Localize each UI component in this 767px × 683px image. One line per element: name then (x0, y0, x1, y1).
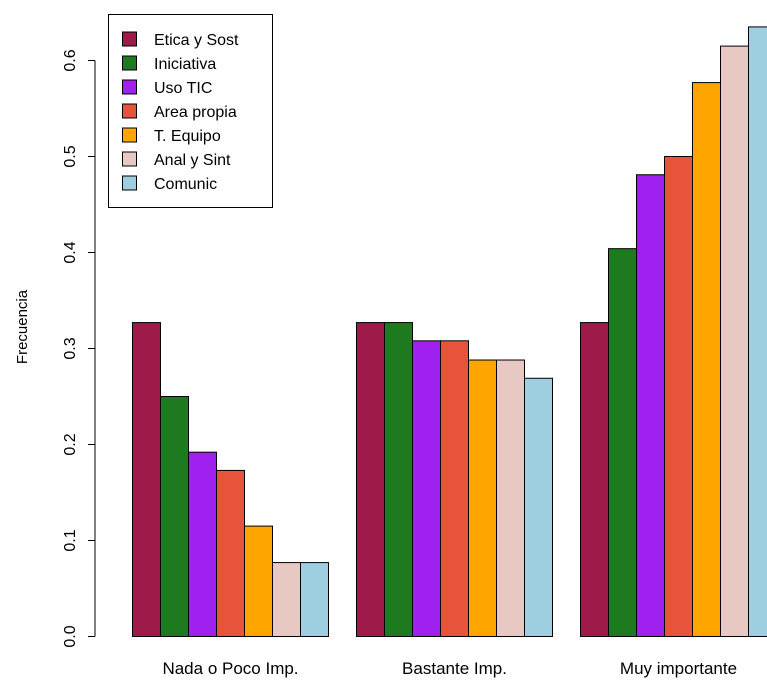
bar (692, 82, 721, 637)
bar (188, 451, 217, 637)
y-tick-label: 0.2 (62, 433, 79, 455)
y-axis-title: Frecuencia (14, 289, 31, 364)
bar (636, 174, 665, 638)
legend-swatch (122, 127, 137, 143)
y-tick-label: 0.4 (62, 241, 79, 263)
bar (608, 248, 637, 637)
x-category-label: Nada o Poco Imp. (162, 659, 298, 678)
bar (524, 377, 553, 637)
legend-label: Etica y Sost (154, 32, 239, 49)
bar (272, 562, 301, 638)
y-tick-label: 0.0 (62, 625, 79, 647)
bar (300, 562, 329, 638)
bar (244, 525, 273, 637)
bar (356, 322, 385, 637)
legend-swatch (122, 55, 137, 71)
bar (468, 359, 497, 637)
bar (216, 469, 245, 638)
y-tick-label: 0.6 (62, 49, 79, 71)
legend-swatch (122, 31, 137, 47)
bars (132, 26, 767, 638)
bar (412, 340, 441, 637)
x-category-label: Bastante Imp. (402, 659, 507, 678)
bar (664, 156, 693, 637)
legend: Etica y Sost Iniciativa Uso TIC Area propia… (108, 14, 273, 208)
bar (580, 322, 609, 637)
legend-label: Iniciativa (154, 56, 216, 73)
legend-swatch (122, 79, 137, 95)
bar (496, 359, 525, 637)
y-tick-label: 0.1 (62, 529, 79, 551)
legend-label: Uso TIC (154, 80, 212, 97)
y-tick-label: 0.3 (62, 337, 79, 359)
legend-label: Anal y Sint (154, 152, 231, 169)
legend-label: T. Equipo (154, 128, 221, 145)
legend-swatch (122, 103, 137, 119)
bar (440, 340, 469, 637)
x-axis-labels: Nada o Poco Imp. Bastante Imp. Muy importa… (162, 659, 737, 678)
bar (160, 396, 189, 637)
bar (384, 322, 413, 637)
y-axis: 0.0 0.1 0.2 0.3 0.4 0.5 0.6 (62, 49, 96, 648)
x-category-label: Muy importante (620, 659, 737, 678)
bar (720, 45, 749, 638)
bar (748, 26, 767, 637)
bar (132, 322, 161, 637)
legend-swatch (122, 175, 137, 191)
y-tick-label: 0.5 (62, 145, 79, 167)
legend-label: Area propia (154, 104, 237, 121)
legend-label: Comunic (154, 176, 217, 193)
legend-swatch (122, 151, 137, 167)
